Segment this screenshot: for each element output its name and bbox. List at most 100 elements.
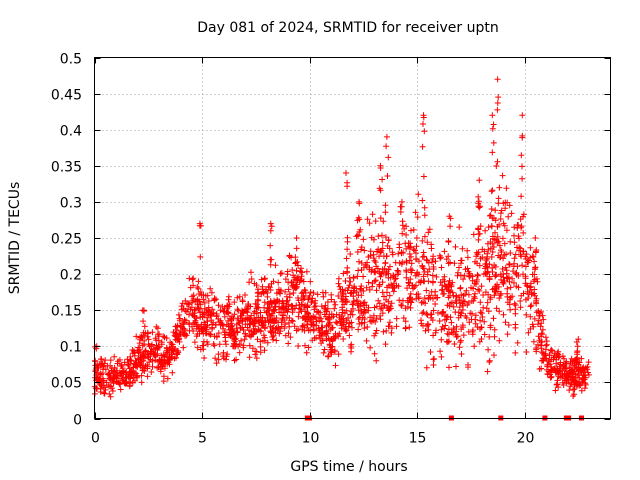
data-point (414, 214, 421, 221)
data-point (437, 348, 444, 355)
data-point (246, 354, 253, 361)
data-point (133, 359, 140, 366)
data-point (342, 287, 349, 294)
data-point (379, 310, 386, 317)
data-point (249, 345, 256, 352)
data-point (497, 210, 504, 217)
data-point (464, 265, 471, 272)
data-point (348, 319, 355, 326)
data-point (461, 298, 468, 305)
data-point (520, 271, 526, 278)
data-point (257, 328, 264, 335)
data-point (444, 313, 451, 320)
data-point (499, 279, 506, 286)
data-point (472, 316, 479, 323)
data-point (403, 231, 410, 238)
data-point (358, 246, 364, 253)
data-point (572, 378, 579, 385)
data-point (465, 361, 471, 368)
data-point (382, 260, 389, 267)
data-point (351, 285, 358, 292)
data-point (486, 273, 493, 280)
data-point (307, 316, 314, 323)
data-point (189, 323, 195, 330)
data-point (383, 268, 390, 275)
data-point (282, 321, 289, 328)
data-point (248, 276, 255, 282)
data-point (240, 342, 247, 349)
data-point (367, 344, 374, 351)
data-point (274, 326, 281, 333)
data-point (511, 239, 518, 246)
x-tick-label: 20 (517, 431, 535, 447)
data-point (350, 305, 356, 312)
data-point (433, 294, 440, 301)
data-point (531, 258, 538, 265)
data-point (329, 343, 336, 350)
data-point (222, 338, 229, 345)
data-point (335, 351, 342, 358)
data-point (496, 308, 503, 315)
data-point (494, 76, 501, 83)
data-point (173, 332, 180, 339)
data-point (363, 284, 370, 291)
data-point (225, 309, 232, 316)
data-point (499, 266, 506, 272)
data-point (191, 339, 198, 346)
data-point (293, 235, 300, 241)
data-point (239, 297, 246, 304)
data-point (241, 336, 248, 343)
data-point (179, 324, 185, 331)
data-point (493, 305, 500, 312)
data-point (471, 293, 478, 300)
data-point (485, 346, 492, 353)
data-point (207, 285, 214, 292)
data-point (284, 297, 291, 304)
data-point (130, 374, 137, 381)
data-point (270, 336, 276, 343)
data-point (555, 354, 562, 361)
data-point (234, 294, 241, 301)
data-point (236, 320, 243, 327)
data-point (527, 313, 534, 320)
data-point (250, 320, 257, 326)
data-point (238, 337, 245, 344)
data-point (380, 218, 387, 225)
data-point (267, 220, 274, 227)
data-point (370, 251, 377, 258)
data-point (505, 213, 512, 220)
data-point (530, 338, 537, 345)
data-point (384, 242, 391, 249)
data-point (508, 210, 515, 217)
data-point (169, 341, 176, 348)
data-point (537, 342, 544, 349)
data-point (427, 311, 434, 318)
data-point (342, 278, 349, 284)
data-point (514, 244, 520, 251)
data-point (204, 318, 211, 325)
data-point (357, 226, 364, 233)
data-point (527, 325, 534, 332)
data-point (426, 226, 433, 233)
data-point (473, 249, 480, 256)
data-point (436, 318, 443, 324)
data-point (400, 315, 407, 321)
data-point (251, 280, 258, 287)
data-point (498, 290, 505, 297)
data-point (519, 112, 526, 119)
data-point (406, 251, 413, 257)
data-point (523, 311, 530, 318)
data-point (231, 299, 238, 306)
data-point (507, 284, 514, 291)
data-point (97, 389, 104, 395)
data-point (178, 306, 185, 313)
data-point (448, 299, 455, 306)
data-point (205, 298, 212, 304)
data-point (267, 287, 274, 293)
data-point (489, 125, 496, 132)
data-point (411, 247, 418, 254)
data-point (385, 282, 392, 289)
data-point (494, 158, 501, 165)
data-point (484, 240, 491, 247)
